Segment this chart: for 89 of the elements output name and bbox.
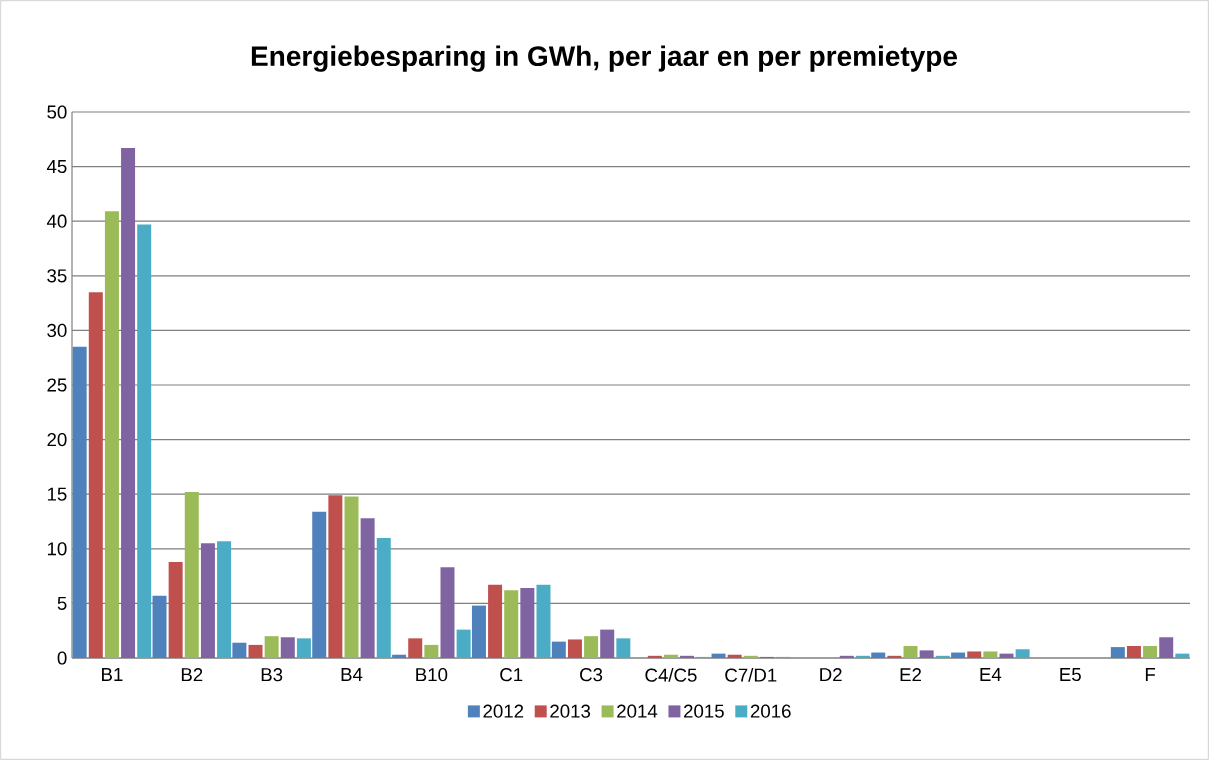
x-tick-label: B1 — [102, 668, 123, 681]
bar — [951, 652, 966, 658]
bar — [903, 645, 918, 658]
bar — [152, 595, 167, 658]
y-tick-label: 40 — [46, 214, 67, 228]
bar — [711, 653, 726, 658]
bar — [488, 584, 503, 658]
chart-title: Energiebesparing in GWh, per jaar en per premietype — [251, 45, 958, 72]
bar — [520, 588, 535, 658]
x-tick-label: C4/C5 — [645, 668, 697, 682]
bar — [504, 590, 519, 658]
bar — [328, 495, 343, 658]
bar — [967, 651, 982, 658]
x-tick-label: D2 — [820, 668, 842, 682]
bar — [168, 561, 183, 658]
bar — [887, 655, 902, 658]
y-tick-label: 35 — [47, 269, 67, 283]
bar — [935, 655, 950, 658]
bar — [551, 641, 566, 658]
y-tick-label: 25 — [47, 378, 67, 392]
bar — [567, 639, 582, 658]
bar — [232, 642, 247, 658]
bar — [344, 496, 359, 658]
x-tick-label: B4 — [341, 668, 363, 681]
bar — [1015, 649, 1030, 658]
y-tick-label: 50 — [47, 105, 67, 119]
bar — [1159, 637, 1174, 658]
bar — [440, 567, 455, 658]
bar — [296, 638, 311, 658]
bar — [919, 650, 934, 658]
x-tick-label: C7/D1 — [725, 668, 777, 682]
bar — [680, 655, 695, 658]
bar — [121, 148, 136, 658]
bar — [1143, 645, 1158, 658]
x-tick-label: E4 — [980, 668, 1002, 681]
y-tick-label: 45 — [46, 160, 67, 174]
bar — [471, 605, 486, 658]
bar — [855, 655, 870, 658]
y-tick-label: 10 — [47, 542, 67, 556]
x-tick-label: B2 — [181, 668, 203, 682]
bar — [871, 652, 886, 658]
x-tick-label: F — [1145, 668, 1156, 681]
y-tick-label: 30 — [47, 323, 67, 338]
bar — [184, 492, 199, 658]
x-tick-label: C3 — [580, 668, 603, 682]
bar — [360, 518, 375, 658]
bar — [663, 654, 678, 658]
bar — [200, 543, 215, 658]
bar — [217, 541, 232, 658]
legend-label: 2016 — [750, 704, 791, 718]
bar — [392, 654, 407, 658]
x-tick-label: B3 — [261, 668, 283, 682]
bar — [839, 655, 854, 658]
bar — [999, 653, 1014, 658]
x-tick-label: E5 — [1060, 668, 1081, 682]
legend-label: 2015 — [684, 704, 724, 718]
y-tick-label: 20 — [47, 432, 67, 447]
legend-label: 2013 — [550, 704, 591, 718]
x-tick-label: C1 — [500, 668, 523, 682]
bar — [1110, 647, 1125, 658]
bar — [408, 638, 423, 658]
bar — [616, 638, 631, 658]
bar — [600, 629, 615, 658]
bar — [248, 644, 263, 658]
x-tick-label: E2 — [900, 668, 921, 682]
bar — [88, 292, 103, 658]
bar — [264, 636, 279, 658]
bar — [584, 636, 599, 658]
y-tick-label: 0 — [57, 651, 67, 665]
bar — [983, 651, 998, 658]
legend-label: 2012 — [483, 704, 524, 718]
bar — [1175, 653, 1190, 658]
bar — [424, 644, 439, 658]
bar — [743, 655, 758, 658]
x-tick-label: B10 — [416, 668, 448, 682]
legend-label: 2014 — [617, 704, 658, 718]
y-tick-label: 5 — [57, 596, 67, 610]
y-tick-label: 15 — [47, 487, 67, 501]
bar — [137, 224, 152, 658]
bar — [72, 346, 87, 658]
bar — [376, 537, 391, 658]
bar — [280, 637, 295, 658]
bar — [104, 211, 119, 658]
bar — [727, 654, 742, 658]
bar — [647, 655, 662, 658]
bar — [536, 584, 551, 658]
bar — [456, 629, 471, 658]
bar — [312, 511, 327, 658]
bar — [1126, 645, 1141, 658]
